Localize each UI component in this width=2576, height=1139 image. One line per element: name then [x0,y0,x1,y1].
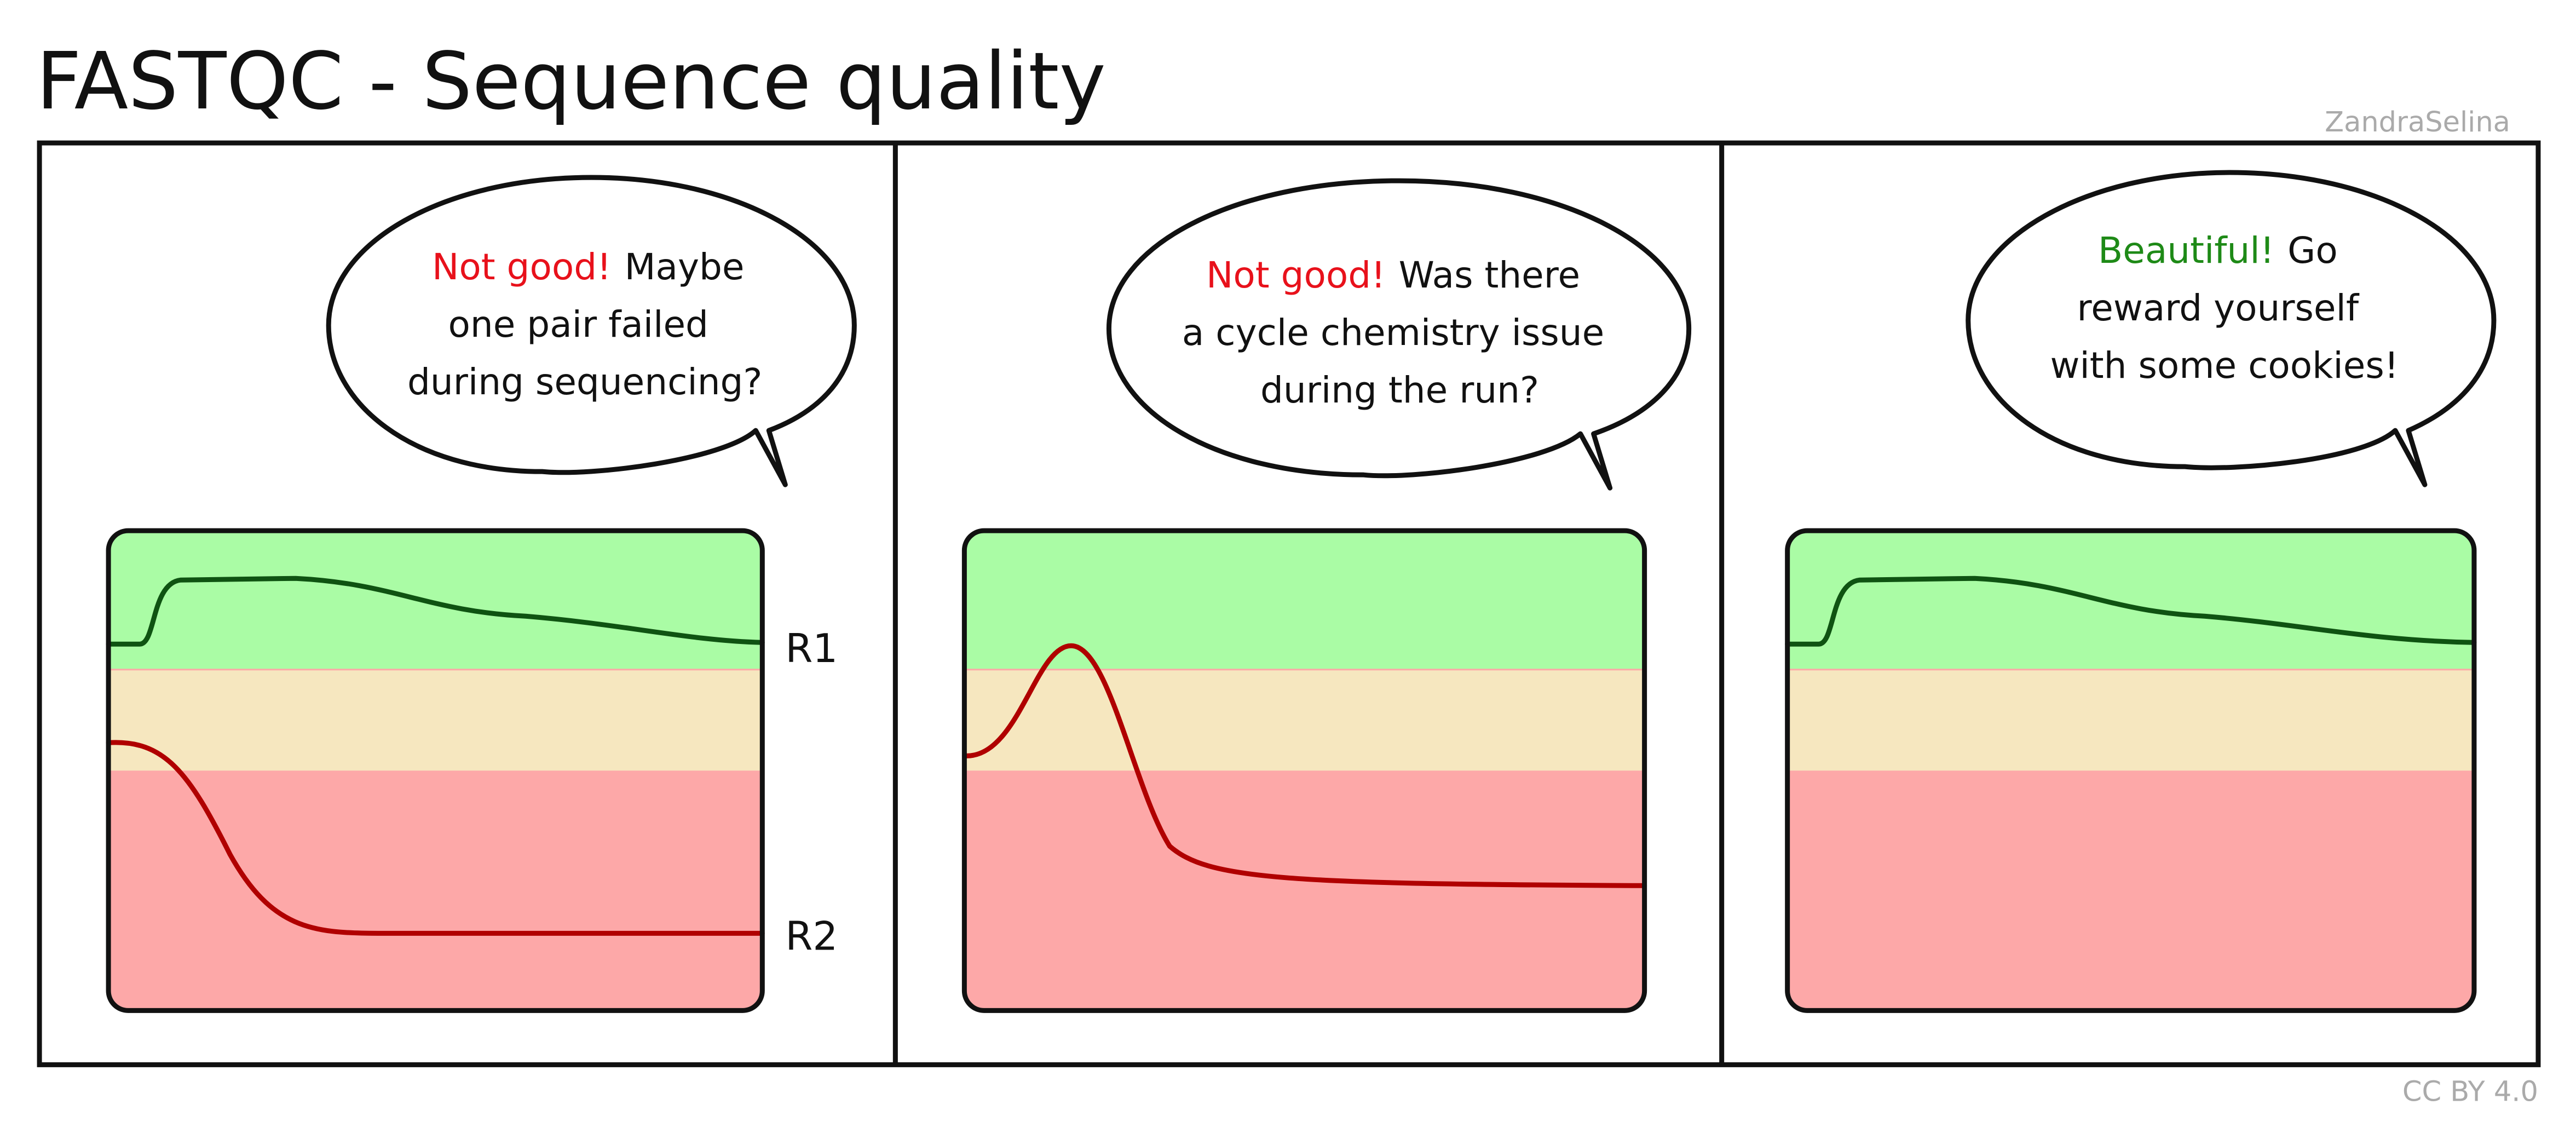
speech-text: Go [2287,229,2338,272]
speech-bubble [326,175,857,487]
r1-curve [106,576,765,647]
plot-border [1785,528,2477,1013]
yellow-zone [964,670,1645,771]
speech-highlight: Not good! [1206,254,1386,296]
speech-line: Not good! Was there [1206,254,1580,296]
speech-line: Beautiful! Go [2098,229,2338,272]
speech-bubble [1106,178,1692,491]
quality-curve [1785,576,2477,647]
speech-highlight: Beautiful! [2098,229,2274,272]
speech-bubble [1966,170,2497,487]
speech-text: Maybe [625,246,745,288]
plot-border [961,528,1647,1013]
quality-curve [961,643,1647,888]
speech-line: one pair failed [448,303,708,346]
speech-line: with some cookies! [2050,344,2399,387]
r2-curve [106,740,765,936]
quality-plot [106,528,765,1013]
read-label: R1 [785,625,838,671]
speech-line: Not good! Maybe [432,246,745,288]
signature: ZandraSelina [2325,106,2510,139]
green-zone [964,531,1645,669]
outer-frame [37,140,2541,1067]
speech-line: a cycle chemistry issue [1182,312,1604,354]
quality-plot [1785,528,2477,1013]
speech-line: during the run? [1260,369,1539,411]
panel: Not good! Maybe one pair failed during se… [106,175,857,1013]
license: CC BY 4.0 [2402,1075,2538,1108]
yellow-zone [1787,670,2474,771]
speech-text: Was there [1399,254,1580,296]
green-zone [108,531,763,669]
panel: Beautiful! Go reward yourself with some c… [1785,170,2497,1013]
yellow-zone [108,670,763,771]
speech-line: during sequencing? [407,361,762,403]
speech-line: reward yourself [2077,287,2360,329]
speech-highlight: Not good! [432,246,612,288]
green-zone [1787,531,2474,669]
panel: Not good! Was there a cycle chemistry iss… [961,178,1692,1013]
title: FASTQC - Sequence quality [36,35,1106,127]
read-label: R2 [785,913,838,959]
quality-plot [961,528,1647,1013]
plot-border [106,528,765,1013]
